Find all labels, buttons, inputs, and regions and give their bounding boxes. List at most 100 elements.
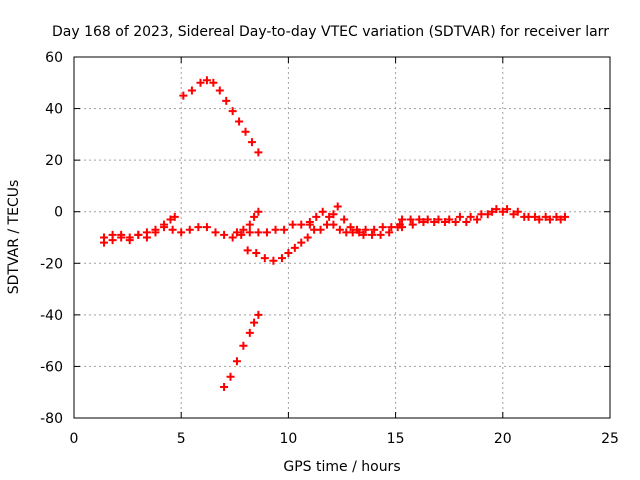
data-point (277, 254, 286, 263)
data-point (297, 220, 306, 229)
data-point (284, 248, 293, 257)
data-points (100, 76, 569, 392)
data-point (243, 246, 252, 255)
data-point (250, 212, 259, 221)
data-point (235, 117, 244, 126)
y-axis-label: SDTVAR / TECUs (6, 180, 22, 295)
x-tick-label: 20 (494, 431, 512, 447)
data-point (398, 215, 407, 224)
data-point (196, 78, 205, 87)
y-tick-label: -40 (40, 308, 63, 324)
y-tick-label: -80 (40, 411, 63, 427)
data-point (151, 228, 160, 237)
y-tick-label: 0 (54, 205, 63, 221)
y-tick-label: -60 (40, 359, 63, 375)
data-point (250, 318, 259, 327)
data-point (303, 233, 312, 242)
data-point (237, 230, 246, 239)
data-point (254, 207, 263, 216)
data-point (322, 220, 331, 229)
data-point (466, 212, 475, 221)
data-point (211, 228, 220, 237)
data-point (160, 220, 169, 229)
data-point (241, 127, 250, 136)
data-point (254, 148, 263, 157)
data-point (503, 205, 512, 214)
data-point (290, 243, 299, 252)
data-point (325, 212, 334, 221)
data-point (312, 212, 321, 221)
data-point (498, 207, 507, 216)
data-point (209, 78, 218, 87)
data-point (368, 230, 377, 239)
plot-frame (73, 56, 611, 419)
data-point (185, 225, 194, 234)
data-point (125, 233, 134, 242)
data-point (473, 215, 482, 224)
data-point (333, 202, 342, 211)
x-tick-label: 25 (601, 431, 619, 447)
data-point (524, 212, 533, 221)
data-point (329, 210, 338, 219)
y-tick-label: 60 (45, 50, 63, 66)
data-point (451, 218, 460, 227)
data-point (245, 220, 254, 229)
data-point (483, 210, 492, 219)
data-point (245, 228, 254, 237)
data-point (419, 218, 428, 227)
data-point (455, 212, 464, 221)
data-point (177, 228, 186, 237)
data-point (359, 230, 368, 239)
data-point (142, 233, 151, 242)
data-point (232, 357, 241, 366)
data-point (179, 91, 188, 100)
data-point (406, 215, 415, 224)
data-point (370, 225, 379, 234)
data-point (378, 223, 387, 232)
data-point (228, 107, 237, 116)
data-point (262, 228, 271, 237)
data-point (187, 86, 196, 95)
data-point (100, 238, 109, 247)
data-point (462, 218, 471, 227)
data-point (247, 138, 256, 147)
data-point (220, 230, 229, 239)
data-point (228, 233, 237, 242)
data-point (288, 220, 297, 229)
data-point (560, 212, 569, 221)
y-tick-label: 40 (45, 102, 63, 118)
chart-title: Day 168 of 2023, Sidereal Day-to-day VTE… (52, 24, 609, 40)
data-point (202, 223, 211, 232)
data-point (340, 215, 349, 224)
data-point (488, 207, 497, 216)
x-tick-label: 10 (279, 431, 297, 447)
data-point (445, 215, 454, 224)
data-point (239, 341, 248, 350)
data-point (415, 215, 424, 224)
data-point (398, 223, 407, 232)
data-point (254, 228, 263, 237)
data-point (556, 215, 565, 224)
data-point (245, 328, 254, 337)
data-point (509, 210, 518, 219)
data-point (353, 225, 362, 234)
data-point (423, 215, 432, 224)
data-point (335, 225, 344, 234)
data-point (305, 218, 314, 227)
data-point (108, 236, 117, 245)
x-axis-label: GPS time / hours (283, 459, 400, 475)
x-tick-label: 5 (177, 431, 186, 447)
data-point (202, 76, 211, 85)
data-point (376, 230, 385, 239)
data-point (541, 212, 550, 221)
y-tick-label: 20 (45, 153, 63, 169)
data-point (535, 215, 544, 224)
data-point (166, 215, 175, 224)
data-point (318, 207, 327, 216)
data-point (222, 96, 231, 105)
data-point (552, 212, 561, 221)
data-point (215, 86, 224, 95)
data-point (232, 228, 241, 237)
